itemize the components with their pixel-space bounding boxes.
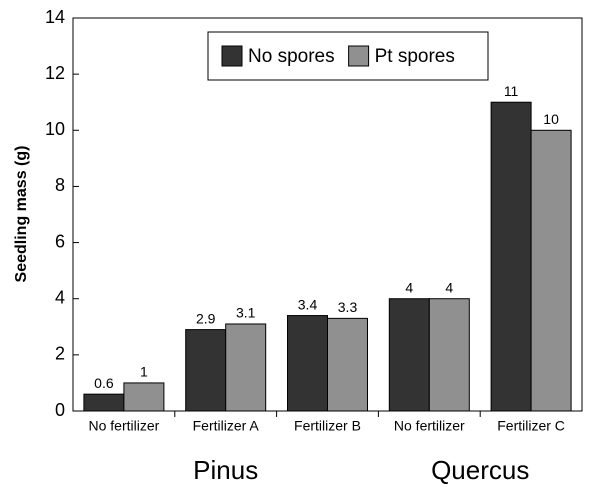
data-label: 1 <box>140 364 148 380</box>
legend-label: Pt spores <box>375 46 455 67</box>
y-tick-label: 10 <box>45 119 65 139</box>
bar <box>185 329 227 412</box>
y-tick-label: 0 <box>55 400 65 420</box>
legend-label: No spores <box>248 46 335 67</box>
bar <box>123 382 165 412</box>
y-axis-label: Seedling mass (g) <box>13 146 30 283</box>
bar <box>287 315 328 412</box>
bar <box>225 323 267 412</box>
legend-swatch <box>221 45 243 67</box>
x-tick-label: Fertilizer C <box>497 418 565 434</box>
y-tick-label: 6 <box>55 231 65 251</box>
data-label: 4 <box>405 279 413 295</box>
data-label: 2.9 <box>196 310 216 326</box>
bar <box>327 317 368 412</box>
bar <box>490 101 532 412</box>
x-tick-label: Fertilizer B <box>294 418 361 434</box>
x-tick-label: No fertilizer <box>89 418 160 434</box>
y-tick-label: 4 <box>55 287 65 307</box>
x-tick-label: Fertilizer A <box>193 418 260 434</box>
data-label: 4 <box>445 279 453 295</box>
legend-box <box>207 31 489 81</box>
data-label: 3.1 <box>236 305 256 321</box>
data-label: 3.3 <box>338 299 358 315</box>
group-label: Pinus <box>193 455 258 485</box>
data-label: 10 <box>543 111 559 127</box>
data-label: 11 <box>504 83 519 99</box>
y-tick-label: 14 <box>45 7 65 27</box>
x-tick-label: No fertilizer <box>394 418 465 434</box>
data-label: 0.6 <box>94 375 114 391</box>
bar <box>83 393 125 412</box>
legend-swatch <box>348 45 370 67</box>
y-tick-label: 8 <box>55 175 65 195</box>
y-tick-label: 12 <box>45 63 65 83</box>
plot-frame <box>72 17 583 412</box>
y-tick-label: 2 <box>55 344 65 364</box>
bar <box>388 298 430 412</box>
group-label: Quercus <box>431 455 529 485</box>
data-label: 3.4 <box>298 296 318 312</box>
bar <box>428 298 470 412</box>
bar <box>530 129 572 412</box>
